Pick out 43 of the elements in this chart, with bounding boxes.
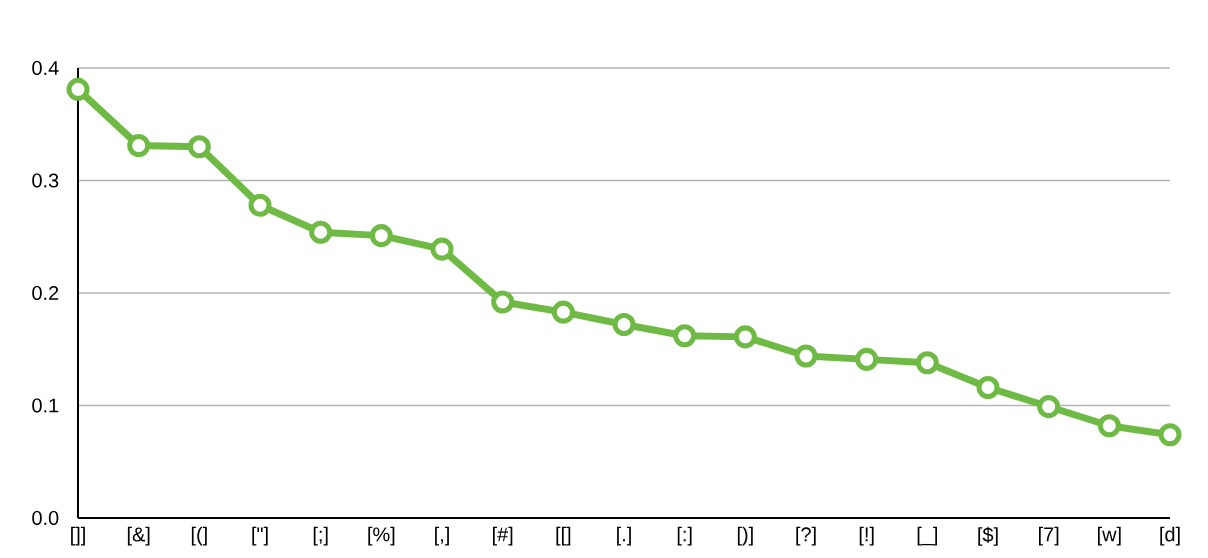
- x-tick-label: []]: [71, 526, 85, 546]
- point: [1037, 395, 1061, 419]
- y-tick-label: 0.4: [32, 60, 59, 76]
- point: [673, 324, 697, 348]
- x-tick-label: [_]: [917, 526, 937, 546]
- point: [1158, 423, 1182, 447]
- x-tick-label: [w]: [1098, 526, 1121, 546]
- y-tick-label: 0.3: [32, 173, 59, 188]
- point: [309, 220, 333, 244]
- x-tick-label: [?]: [796, 526, 816, 546]
- x-tick-label: [7]: [1039, 526, 1059, 546]
- x-tick-label: ["]: [252, 526, 268, 546]
- point: [187, 135, 211, 159]
- point: [430, 237, 454, 261]
- point: [369, 224, 393, 248]
- point: [248, 193, 272, 217]
- point: [127, 134, 151, 158]
- y-tick-label: 0.1: [32, 398, 59, 413]
- point: [976, 376, 1000, 399]
- point: [733, 325, 757, 349]
- x-tick-label: [$]: [978, 526, 998, 546]
- x-tick-label: [,]: [435, 526, 449, 546]
- x-tick-label: [)]: [737, 526, 753, 546]
- point: [794, 344, 818, 368]
- y-tick-label: 0.0: [32, 510, 59, 526]
- point: [915, 351, 939, 375]
- point: [551, 300, 575, 324]
- point: [1097, 414, 1121, 438]
- y-tick-label: 0.2: [32, 285, 59, 301]
- x-tick-label: [!]: [859, 526, 874, 546]
- point: [612, 313, 636, 336]
- x-tick-label: [.]: [617, 526, 631, 546]
- x-tick-label: [;]: [313, 526, 328, 546]
- x-tick-label: [d]: [1160, 526, 1180, 546]
- point: [855, 347, 879, 371]
- point: [66, 77, 90, 101]
- x-tick-label: [#]: [493, 526, 513, 546]
- x-tick-label: [[]: [556, 526, 571, 546]
- x-tick-label: [(]: [191, 526, 207, 546]
- x-tick-label: [&]: [127, 526, 150, 546]
- x-tick-label: [%]: [368, 526, 395, 546]
- point: [491, 290, 515, 314]
- x-tick-label: [:]: [677, 526, 692, 546]
